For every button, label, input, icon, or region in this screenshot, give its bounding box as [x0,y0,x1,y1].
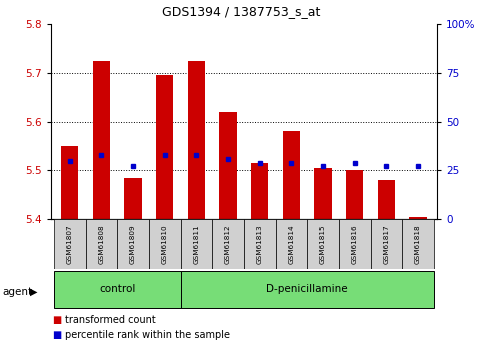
Text: ▶: ▶ [30,287,38,296]
Text: GSM61813: GSM61813 [257,224,263,264]
Text: GSM61815: GSM61815 [320,224,326,264]
Bar [410,217,427,219]
Text: ■: ■ [52,330,61,339]
Bar [54,271,181,308]
Bar [402,219,434,269]
Bar [346,170,364,219]
Bar [370,219,402,269]
Text: percentile rank within the sample: percentile rank within the sample [65,330,230,339]
Bar [212,219,244,269]
Text: transformed count: transformed count [65,315,156,325]
Text: GSM61818: GSM61818 [415,224,421,264]
Bar [61,146,78,219]
Text: GSM61812: GSM61812 [225,224,231,264]
Bar [314,168,332,219]
Text: GSM61808: GSM61808 [99,224,104,264]
Bar [85,219,117,269]
Text: GDS1394 / 1387753_s_at: GDS1394 / 1387753_s_at [162,5,321,18]
Text: agent: agent [2,287,32,296]
Bar [54,219,85,269]
Text: ■: ■ [52,315,61,325]
Text: GSM61816: GSM61816 [352,224,358,264]
Bar [283,131,300,219]
Bar [251,163,269,219]
Bar [181,219,212,269]
Bar [117,219,149,269]
Bar [93,61,110,219]
Bar [181,271,434,308]
Bar [188,61,205,219]
Text: GSM61810: GSM61810 [162,224,168,264]
Text: GSM61817: GSM61817 [384,224,389,264]
Bar [124,178,142,219]
Bar [219,112,237,219]
Text: GSM61811: GSM61811 [193,224,199,264]
Bar [244,219,276,269]
Bar [339,219,370,269]
Bar [149,219,181,269]
Text: control: control [99,284,135,294]
Text: GSM61807: GSM61807 [67,224,73,264]
Bar [378,180,395,219]
Text: GSM61814: GSM61814 [288,224,295,264]
Bar [156,75,173,219]
Bar [276,219,307,269]
Text: GSM61809: GSM61809 [130,224,136,264]
Bar [307,219,339,269]
Text: D-penicillamine: D-penicillamine [267,284,348,294]
